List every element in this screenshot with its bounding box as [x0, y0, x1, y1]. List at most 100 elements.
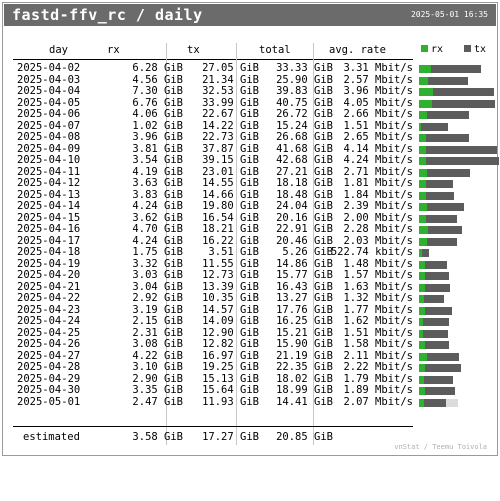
table-row: 2025-04-16 4.70 GiB 18.21 GiB 22.91 GiB 2.28… — [9, 223, 462, 236]
cell-tx: 32.53 GiB — [202, 85, 259, 97]
table-row: 2025-04-26 3.08 GiB 12.82 GiB 15.90 GiB 1.58… — [9, 338, 449, 351]
rx-bar-segment — [419, 364, 425, 372]
cell-rx: 4.06 GiB — [132, 108, 183, 120]
cell-rx: 3.19 GiB — [132, 303, 183, 316]
cell-rate: 2.07 Mbit/s — [343, 395, 413, 408]
tx-bar-segment — [419, 329, 448, 338]
cell-rx: 1.75 GiB — [132, 246, 183, 258]
tx-bar-segment — [419, 283, 450, 292]
cell-total: 14.86 GiB — [276, 257, 333, 270]
cell-day: 2025-04-11 — [17, 165, 81, 178]
rx-bar-segment — [419, 272, 425, 280]
cell-total: 15.24 GiB — [276, 119, 333, 132]
cell-total: 26.68 GiB — [276, 131, 333, 143]
cell-day: 2025-04-07 — [17, 119, 81, 132]
rx-bar-segment — [419, 122, 421, 131]
cell-total: 33.33 GiB — [276, 62, 333, 74]
cell-tx: 14.57 GiB — [202, 303, 259, 316]
rx-bar-segment — [419, 134, 427, 142]
cell-rate: 1.81 Mbit/s — [343, 177, 413, 189]
estimated-row: estimated 3.58 GiB 17.27 GiB 20.85 GiB — [9, 431, 413, 444]
tx-bar-segment — [419, 203, 465, 211]
rx-bar-segment — [419, 237, 427, 246]
rx-bar-segment — [419, 283, 425, 292]
cell-day: 2025-04-08 — [17, 131, 81, 143]
table-row: 2025-04-02 6.28 GiB 27.05 GiB 33.33 GiB 3.31… — [9, 62, 482, 75]
cell-tx: 16.97 GiB — [202, 349, 259, 362]
cell-day: 2025-04-26 — [17, 338, 81, 350]
tx-bar-segment — [419, 122, 448, 131]
cell-rate: 1.51 Mbit/s — [343, 326, 413, 339]
cell-rate: 1.51 Mbit/s — [343, 119, 413, 132]
header-divider — [13, 59, 413, 60]
cell-tx: 15.13 GiB — [202, 372, 259, 385]
table-row: 2025-04-07 1.02 GiB 14.22 GiB 15.24 GiB 1.51… — [9, 119, 448, 133]
rx-bar-segment — [419, 65, 431, 73]
cell-total: 25.90 GiB — [276, 73, 333, 86]
tx-bar-segment — [419, 295, 444, 303]
cell-rate: 1.77 Mbit/s — [343, 303, 413, 316]
cell-rate: 1.32 Mbit/s — [343, 292, 413, 304]
cell-rate: 1.84 Mbit/s — [343, 188, 413, 201]
cell-day: 2025-04-03 — [17, 73, 81, 86]
cell-rx: 3.54 GiB — [132, 154, 183, 166]
cell-day: 2025-04-24 — [17, 315, 81, 327]
cell-rx: 6.28 GiB — [132, 62, 183, 74]
cell-rx: 4.24 GiB — [132, 200, 183, 212]
cell-rx: 2.31 GiB — [132, 326, 183, 339]
cell-rx: 2.47 GiB — [132, 395, 183, 408]
cell-tx: 3.51 GiB — [208, 246, 259, 258]
cell-tx: 22.67 GiB — [202, 108, 259, 120]
cell-day: 2025-04-12 — [17, 177, 81, 189]
tx-bar-segment — [419, 99, 496, 108]
rx-bar-segment — [419, 329, 424, 338]
cell-total: 16.25 GiB — [276, 315, 333, 327]
rx-bar-segment — [419, 88, 433, 96]
cell-rx: 3.03 GiB — [132, 269, 183, 281]
cell-tx: 27.05 GiB — [202, 62, 259, 74]
rx-bar-segment — [419, 260, 426, 269]
tx-bar-segment — [419, 65, 482, 73]
legend-tx-swatch — [464, 45, 471, 52]
cell-day: 2025-04-18 — [17, 246, 81, 258]
cell-total: 22.35 GiB — [276, 361, 333, 373]
cell-total: 39.83 GiB — [276, 85, 333, 97]
cell-tx: 39.15 GiB — [202, 154, 259, 166]
cell-day: 2025-04-10 — [17, 154, 81, 166]
cell-tx: 12.73 GiB — [202, 269, 259, 281]
cell-total: 18.48 GiB — [276, 188, 333, 201]
cell-tx: 14.66 GiB — [202, 188, 259, 201]
column-separator — [166, 43, 167, 445]
cell-rate: 2.03 Mbit/s — [343, 234, 413, 247]
cell-total: 20.46 GiB — [276, 234, 333, 247]
cell-tx: 14.22 GiB — [202, 119, 259, 132]
table-row: 2025-04-08 3.96 GiB 22.73 GiB 26.68 GiB 2.65… — [9, 131, 470, 144]
cell-rx: 4.56 GiB — [132, 73, 183, 86]
table-row: 2025-04-18 1.75 GiB 3.51 GiB 5.26 GiB 522.74… — [9, 246, 429, 259]
cell-day: 2025-04-25 — [17, 326, 81, 339]
cell-rate: 2.65 Mbit/s — [343, 131, 413, 143]
cell-tx: 11.55 GiB — [202, 257, 259, 270]
column-header-rx: rx — [107, 44, 120, 56]
cell-rx: 3.96 GiB — [132, 131, 183, 143]
tx-bar-segment — [419, 226, 462, 234]
estimated-total: 20.85 GiB — [276, 431, 333, 443]
cell-day: 2025-04-27 — [17, 349, 81, 362]
rx-bar-segment — [419, 226, 428, 234]
cell-total: 26.72 GiB — [276, 108, 333, 120]
table-row: 2025-04-14 4.24 GiB 19.80 GiB 24.04 GiB 2.39… — [9, 200, 465, 213]
cell-rate: 522.74 kbit/s — [330, 246, 413, 258]
cell-day: 2025-04-23 — [17, 303, 81, 316]
cell-rate: 4.14 Mbit/s — [343, 142, 413, 155]
cell-rx: 2.90 GiB — [132, 372, 183, 385]
column-header-tx: tx — [187, 44, 200, 56]
cell-rx: 4.70 GiB — [132, 223, 183, 235]
column-header-total: total — [259, 44, 291, 56]
cell-day: 2025-04-17 — [17, 234, 81, 247]
cell-total: 24.04 GiB — [276, 200, 333, 212]
cell-rx: 3.35 GiB — [132, 384, 183, 396]
generated-timestamp: 2025-05-01 16:35 — [410, 10, 488, 19]
tx-bar-segment — [419, 214, 457, 223]
cell-tx: 21.34 GiB — [202, 73, 259, 86]
tx-bar-segment — [419, 249, 429, 257]
